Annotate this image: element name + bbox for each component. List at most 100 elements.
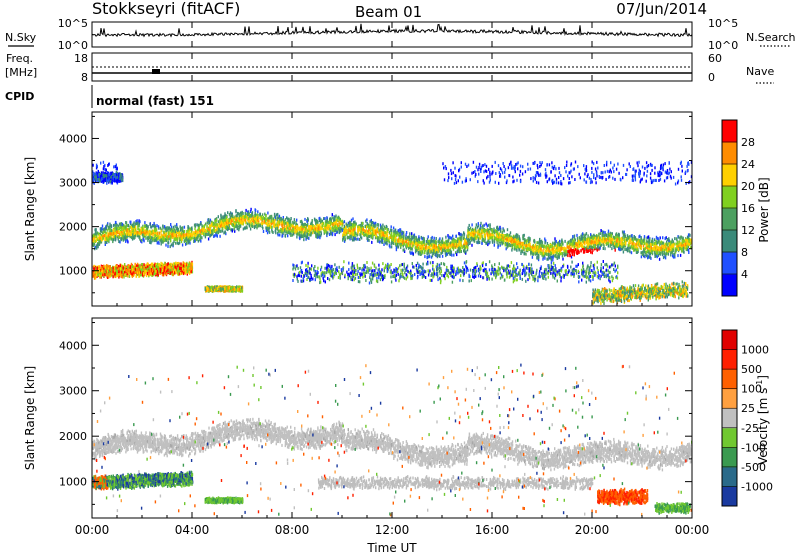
power-cell (218, 231, 219, 234)
power-cell (170, 228, 171, 231)
power-cell (220, 225, 221, 228)
power-cell (627, 247, 628, 250)
power-cell (600, 232, 601, 235)
power-cell (625, 243, 626, 246)
power-cell (292, 234, 293, 237)
power-cell (466, 242, 467, 245)
power-cell (556, 245, 557, 248)
power-cell (421, 251, 422, 254)
power-cell (152, 234, 153, 237)
power-cell (315, 221, 316, 224)
date-title: 07/Jun/2014 (616, 0, 707, 18)
power-cell (375, 224, 376, 227)
power-cell (297, 225, 298, 228)
power-cell (644, 235, 645, 238)
power-cell (613, 246, 614, 249)
power-cell (105, 241, 106, 244)
power-cell (560, 248, 561, 251)
power-cell (567, 250, 568, 253)
power-cell (180, 225, 181, 228)
power-cell (487, 225, 488, 228)
power-cell (552, 244, 553, 247)
power-cell (587, 234, 588, 237)
power-cell (445, 250, 446, 253)
power-cell (427, 242, 428, 245)
cpid-value: normal (fast) 151 (96, 94, 214, 108)
power-cell (472, 228, 473, 231)
nave-label: Nave (746, 65, 774, 78)
power-cell (589, 246, 590, 249)
power-cell (174, 225, 175, 228)
power-cell (532, 246, 533, 249)
power-cell (525, 253, 526, 256)
power-cell (419, 238, 420, 241)
power-cell (166, 239, 167, 242)
power-cell (628, 246, 629, 249)
power-cell (369, 232, 370, 235)
power-cell (399, 239, 400, 242)
power-cell (222, 216, 223, 219)
power-cell (545, 249, 546, 252)
power-cell (184, 240, 185, 243)
power-cell (580, 238, 581, 241)
power-cell (602, 234, 603, 237)
power-cell (619, 248, 620, 251)
power-cell (389, 231, 390, 234)
power-cell (451, 237, 452, 240)
power-cell (205, 230, 206, 233)
power-cell (229, 224, 230, 227)
power-cell (535, 246, 536, 249)
power-cell (134, 228, 135, 231)
power-cell (120, 223, 121, 226)
power-cell (345, 238, 346, 241)
power-cell (683, 247, 684, 250)
power-cell (459, 241, 460, 244)
power-cell (453, 248, 454, 251)
power-cell (411, 235, 412, 238)
power-cell (369, 220, 370, 223)
power-cell (183, 234, 184, 237)
power-cell (676, 245, 677, 248)
power-cell (232, 230, 233, 233)
power-cell (371, 221, 372, 224)
power-cell (554, 242, 555, 245)
power-cell (356, 234, 357, 237)
power-cell (537, 241, 538, 244)
power-cell (318, 231, 319, 234)
power-cell (551, 249, 552, 252)
freq-tick-top: 18 (74, 52, 88, 65)
power-cell (126, 221, 127, 224)
power-cell (128, 233, 129, 236)
power-cell (661, 241, 662, 244)
power-cell (432, 236, 433, 239)
power-cell (149, 234, 150, 237)
power-cell (437, 255, 438, 258)
power-cell (574, 251, 575, 254)
power-cell (405, 237, 406, 240)
power-cell (618, 243, 619, 246)
power-cell (603, 247, 604, 250)
power-cell (442, 255, 443, 258)
power-cell (273, 224, 274, 227)
power-cell (430, 240, 431, 243)
power-cell (383, 243, 384, 246)
power-cell (428, 249, 429, 252)
power-cell (564, 240, 565, 243)
power-cell (122, 223, 123, 226)
power-cell (492, 231, 493, 234)
power-cell (115, 237, 116, 240)
power-cell (307, 233, 308, 236)
power-cell (651, 246, 652, 249)
power-cell (604, 234, 605, 237)
power-cell (381, 234, 382, 237)
power-cell (435, 249, 436, 252)
power-cell (615, 237, 616, 240)
power-cell (151, 226, 152, 229)
power-cell (289, 224, 290, 227)
power-cell (130, 231, 131, 234)
power-cell (146, 224, 147, 227)
power-cell (406, 240, 407, 243)
power-cell (475, 237, 476, 240)
power-cell (438, 247, 439, 250)
